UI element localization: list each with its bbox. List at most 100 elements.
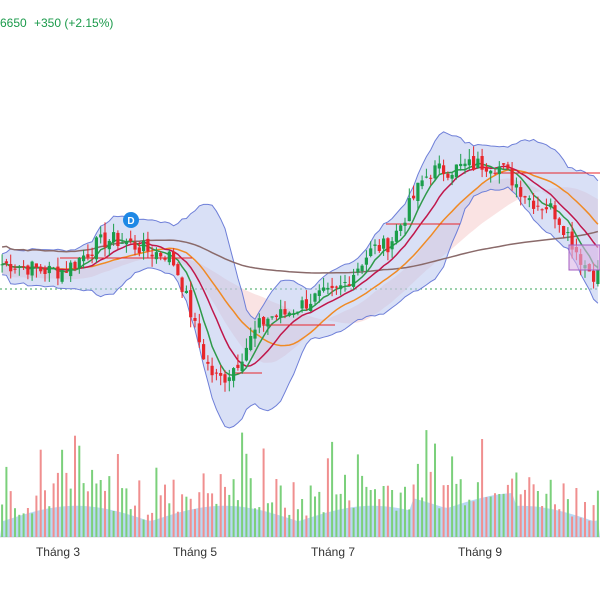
candle-body	[330, 285, 334, 288]
candle-body	[167, 251, 171, 263]
volume-bar	[296, 509, 299, 537]
volume-bar	[189, 498, 192, 537]
candle-body	[249, 336, 253, 350]
volume-bar	[558, 509, 561, 537]
candle-body	[322, 287, 326, 291]
volume-bar	[211, 493, 214, 537]
volume-bar	[262, 448, 265, 537]
candle-body	[56, 266, 60, 279]
volume-bar	[228, 494, 231, 537]
volume-bar	[39, 449, 42, 537]
candle-body	[34, 263, 38, 268]
volume-bar	[172, 479, 175, 537]
candle-body	[146, 238, 150, 252]
candle-body	[356, 268, 360, 273]
candle-body	[26, 265, 30, 275]
volume-bar	[489, 496, 492, 537]
candle-body	[22, 266, 26, 268]
candle-body	[489, 170, 493, 174]
volume-bar	[56, 472, 59, 537]
volume-bar	[536, 491, 539, 537]
volume-bar	[155, 467, 158, 537]
candle-body	[172, 251, 176, 266]
volume-bar	[176, 511, 179, 537]
candle-body	[450, 174, 454, 179]
volume-bar	[451, 456, 454, 537]
candle-body	[244, 347, 248, 361]
candle-body	[493, 172, 497, 174]
candle-body	[502, 163, 506, 165]
volume-bar	[159, 495, 162, 537]
volume-bar	[464, 505, 466, 537]
candle-body	[64, 271, 68, 273]
candle-body	[544, 207, 548, 210]
candle-body	[437, 163, 441, 169]
candle-body	[73, 261, 77, 269]
candle-body	[176, 264, 180, 276]
volume-bar	[588, 520, 591, 537]
volume-bar	[279, 485, 282, 537]
volume-bar	[146, 514, 149, 537]
volume-bar	[365, 486, 368, 537]
volume-bar	[1, 504, 4, 537]
volume-bar	[468, 499, 471, 537]
volume-bar	[498, 494, 501, 537]
candle-body	[163, 258, 167, 260]
candle-body	[219, 373, 223, 376]
candle-body	[497, 166, 501, 175]
bollinger-upper-line	[1, 131, 599, 320]
candle-body	[202, 344, 206, 360]
candle-body	[116, 232, 120, 246]
volume-bar	[502, 493, 505, 537]
candle-body	[99, 234, 103, 238]
volume-bar	[571, 516, 574, 537]
candle-body	[463, 163, 467, 167]
candle-body	[386, 238, 390, 253]
volume-bar	[305, 515, 308, 537]
candle-body	[206, 361, 210, 364]
volume-bar	[86, 491, 89, 537]
volume-bar	[91, 469, 94, 537]
volume-bar	[566, 499, 569, 537]
candle-body	[257, 318, 261, 328]
candle-body	[112, 232, 116, 243]
candle-body	[133, 242, 137, 250]
candle-body	[240, 361, 244, 371]
volume-bar	[18, 514, 21, 537]
candle-body	[360, 265, 364, 271]
candle-body	[373, 244, 377, 246]
volume-bar	[61, 449, 64, 537]
candle-body	[442, 165, 446, 175]
volume-bar	[314, 496, 316, 537]
candle-body	[382, 238, 386, 249]
volume-bar	[168, 503, 171, 537]
candle-body	[107, 240, 111, 250]
candle-body	[446, 173, 450, 178]
volume-bar	[194, 509, 196, 537]
volume-bar	[185, 496, 188, 537]
candle-body	[420, 180, 424, 187]
volume-bar	[421, 497, 424, 537]
volume-bar	[326, 458, 329, 537]
volume-bar	[374, 489, 376, 537]
dividend-marker-icon[interactable]	[123, 212, 139, 228]
volume-bar	[224, 486, 226, 537]
candle-body	[47, 265, 51, 274]
volume-bar	[378, 499, 381, 537]
volume-bar	[249, 478, 252, 537]
candle-body	[150, 254, 154, 257]
candle-body	[424, 176, 428, 178]
volume-bar	[485, 497, 488, 537]
candle-body	[480, 156, 484, 170]
volume-bar	[78, 445, 81, 537]
candle-body	[454, 164, 458, 178]
candle-body	[377, 245, 381, 251]
candle-body	[433, 165, 437, 179]
volume-bar	[99, 480, 102, 537]
volume-bar	[382, 486, 385, 537]
volume-bar	[408, 509, 411, 537]
volume-bar	[31, 513, 34, 537]
candle-body	[77, 257, 81, 269]
